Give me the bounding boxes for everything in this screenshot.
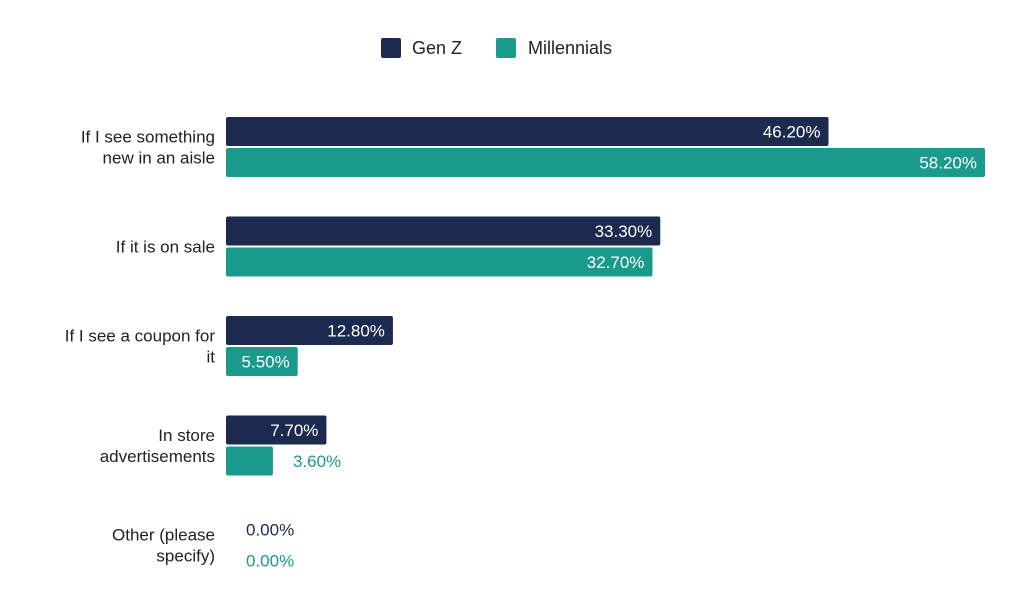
category-label-2-line-0: If I see a coupon for xyxy=(65,327,216,346)
bars xyxy=(226,117,985,476)
category-label-4-line-0: Other (please xyxy=(112,526,215,545)
data-label-millennials-3: 3.60% xyxy=(293,452,341,471)
category-label-0-line-1: new in an aisle xyxy=(103,149,215,168)
bar-gen-z-0 xyxy=(226,117,829,146)
legend-label-0: Gen Z xyxy=(412,38,462,58)
data-label-millennials-2: 5.50% xyxy=(242,353,290,372)
category-label-4-line-1: specify) xyxy=(156,547,215,566)
bar-gen-z-3 xyxy=(226,415,327,445)
category-label-3-line-0: In store xyxy=(158,426,215,445)
data-label-gen-z-3: 7.70% xyxy=(270,421,318,440)
data-label-gen-z-1: 33.30% xyxy=(595,222,653,241)
data-label-millennials-4: 0.00% xyxy=(246,552,294,571)
bar-millennials-1 xyxy=(226,247,653,277)
category-label-1-line-0: If it is on sale xyxy=(116,238,215,257)
bar-gen-z-2 xyxy=(226,316,393,345)
category-label-0-line-0: If I see something xyxy=(81,128,215,147)
data-labels: 46.20% 33.30% 12.80% 7.70% 0.00% 58.20% 32.70%… xyxy=(242,123,977,571)
category-labels: If I see something new in an aisle If it i… xyxy=(65,128,216,566)
data-label-gen-z-0: 46.20% xyxy=(763,123,821,142)
bar-millennials-2 xyxy=(226,347,298,376)
data-label-millennials-0: 58.20% xyxy=(919,154,977,173)
category-label-2-line-1: it xyxy=(207,348,216,367)
bar-millennials-3 xyxy=(226,446,273,476)
data-label-millennials-1: 32.70% xyxy=(587,253,645,272)
legend-swatch-0 xyxy=(381,38,401,58)
bar-gen-z-1 xyxy=(226,216,661,246)
data-label-gen-z-2: 12.80% xyxy=(327,322,385,341)
legend-swatch-1 xyxy=(496,38,516,58)
legend-label-1: Millennials xyxy=(528,38,612,58)
legend: Gen Z Millennials xyxy=(381,38,612,58)
bar-millennials-0 xyxy=(226,148,985,177)
data-label-gen-z-4: 0.00% xyxy=(246,521,294,540)
category-label-3-line-1: advertisements xyxy=(100,447,215,466)
